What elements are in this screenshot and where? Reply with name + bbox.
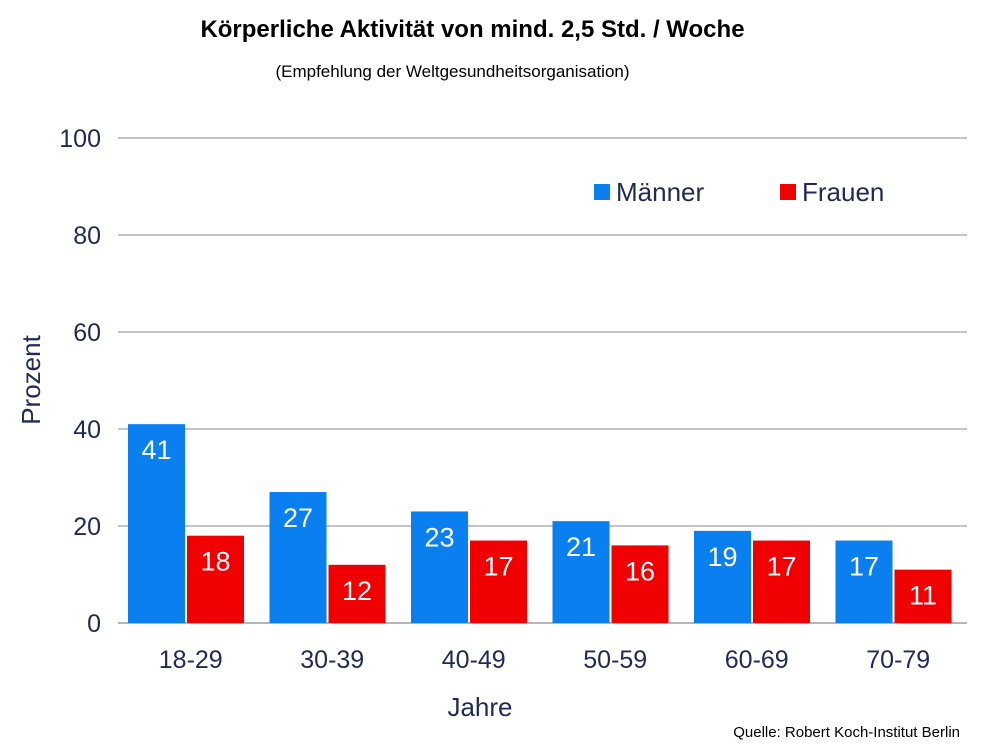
y-tick-label: 100 [59,125,101,153]
bar-value-label: 23 [424,522,454,552]
bar-value-label: 41 [141,435,171,465]
bar-value-label: 17 [483,552,513,582]
bar-frauen [753,540,810,623]
y-tick-label: 0 [87,610,101,638]
x-tick-label: 40-49 [442,646,506,674]
bar-value-label: 19 [707,542,737,572]
x-axis-title: Jahre [447,692,512,722]
source-note: Quelle: Robert Koch-Institut Berlin [733,724,960,741]
bar-maenner [411,511,468,623]
bar-value-label: 11 [909,581,937,611]
bar-value-label: 18 [200,547,230,577]
bar-frauen [470,540,527,623]
bar-frauen [328,564,386,623]
legend-label: Frauen [802,177,884,207]
legend-swatch [780,184,796,200]
bar-frauen [187,535,244,623]
bar-maenner [128,424,185,623]
bar-maenner [694,530,751,623]
x-tick-label: 50-59 [583,646,647,674]
bar-value-label: 27 [283,503,313,533]
bar-value-label: 16 [625,556,655,586]
bar-value-label: 12 [342,576,372,606]
x-tick-label: 18-29 [159,646,223,674]
bar-frauen [894,569,952,623]
bar-frauen [611,545,669,623]
bar-maenner [269,492,327,623]
y-axis-title: Prozent [16,334,46,424]
chart-subtitle: (Empfehlung der Weltgesundheitsorganisat… [275,62,630,81]
legend-label: Männer [616,177,704,207]
bar-value-label: 17 [766,552,796,582]
y-tick-label: 20 [73,513,101,541]
bar-maenner [835,540,893,623]
y-tick-label: 60 [73,319,101,347]
chart-title: Körperliche Aktivität von mind. 2,5 Std.… [200,16,745,43]
y-tick-label: 40 [73,416,101,444]
legend-swatch [594,184,610,200]
bar-maenner [552,521,610,623]
x-tick-label: 70-79 [866,646,930,674]
x-tick-label: 60-69 [725,646,789,674]
bar-value-label: 21 [566,532,596,562]
bar-value-label: 17 [849,552,879,582]
y-tick-label: 80 [73,222,101,250]
x-tick-label: 30-39 [300,646,364,674]
